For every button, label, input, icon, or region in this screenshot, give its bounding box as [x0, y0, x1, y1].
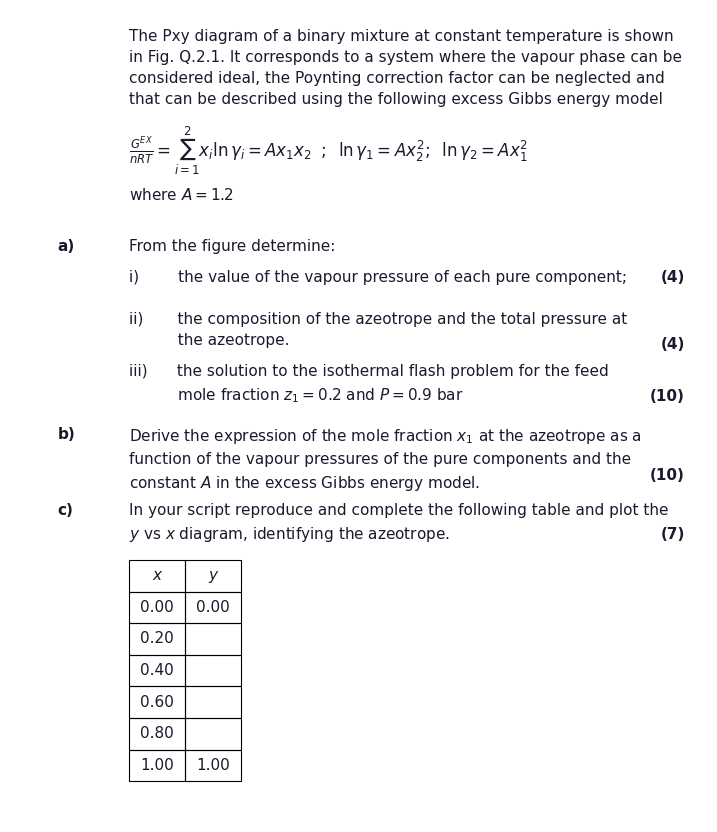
- Text: 0.60: 0.60: [140, 695, 174, 710]
- Text: 0.20: 0.20: [140, 631, 174, 646]
- Bar: [129, 718, 185, 750]
- Bar: [185, 718, 241, 750]
- Bar: [129, 623, 185, 655]
- Text: 0.00: 0.00: [196, 600, 230, 615]
- Text: x: x: [153, 568, 161, 583]
- Bar: [185, 655, 241, 686]
- Bar: [185, 750, 241, 781]
- Text: 1.00: 1.00: [196, 758, 230, 773]
- Text: (10): (10): [650, 389, 685, 404]
- Bar: [129, 560, 185, 592]
- Bar: [185, 592, 241, 623]
- Bar: [185, 686, 241, 718]
- Bar: [185, 623, 241, 655]
- Bar: [129, 686, 185, 718]
- Text: From the figure determine:: From the figure determine:: [129, 239, 336, 254]
- Text: Derive the expression of the mole fraction $x_1$ at the azeotrope as a
function : Derive the expression of the mole fracti…: [129, 427, 642, 493]
- Text: b): b): [57, 427, 75, 442]
- Text: (10): (10): [650, 468, 685, 483]
- Text: c): c): [57, 503, 73, 518]
- Text: i)        the value of the vapour pressure of each pure component;: i) the value of the vapour pressure of e…: [129, 270, 627, 285]
- Text: $\frac{G^{EX}}{nRT} = \sum_{i=1}^{2} x_i \ln \gamma_i = Ax_1x_2 \;\;;\;\; \ln \g: $\frac{G^{EX}}{nRT} = \sum_{i=1}^{2} x_i…: [129, 125, 528, 177]
- Bar: [129, 750, 185, 781]
- Text: (4): (4): [660, 270, 685, 285]
- Text: 0.00: 0.00: [140, 600, 174, 615]
- Text: 1.00: 1.00: [140, 758, 174, 773]
- Text: In your script reproduce and complete the following table and plot the
$y$ vs $x: In your script reproduce and complete th…: [129, 503, 668, 544]
- Text: where $A = 1.2$: where $A = 1.2$: [129, 187, 234, 203]
- Bar: [129, 655, 185, 686]
- Text: 0.80: 0.80: [140, 726, 174, 741]
- Text: 0.40: 0.40: [140, 663, 174, 678]
- Text: (4): (4): [660, 337, 685, 352]
- Text: a): a): [57, 239, 75, 254]
- Text: iii)      the solution to the isothermal flash problem for the feed
          mo: iii) the solution to the isothermal flas…: [129, 364, 609, 405]
- Bar: [185, 560, 241, 592]
- Text: y: y: [209, 568, 217, 583]
- Bar: [129, 592, 185, 623]
- Text: (7): (7): [660, 527, 685, 542]
- Text: ii)       the composition of the azeotrope and the total pressure at
          t: ii) the composition of the azeotrope and…: [129, 312, 627, 348]
- Text: The Pxy diagram of a binary mixture at constant temperature is shown
in Fig. Q.2: The Pxy diagram of a binary mixture at c…: [129, 29, 682, 107]
